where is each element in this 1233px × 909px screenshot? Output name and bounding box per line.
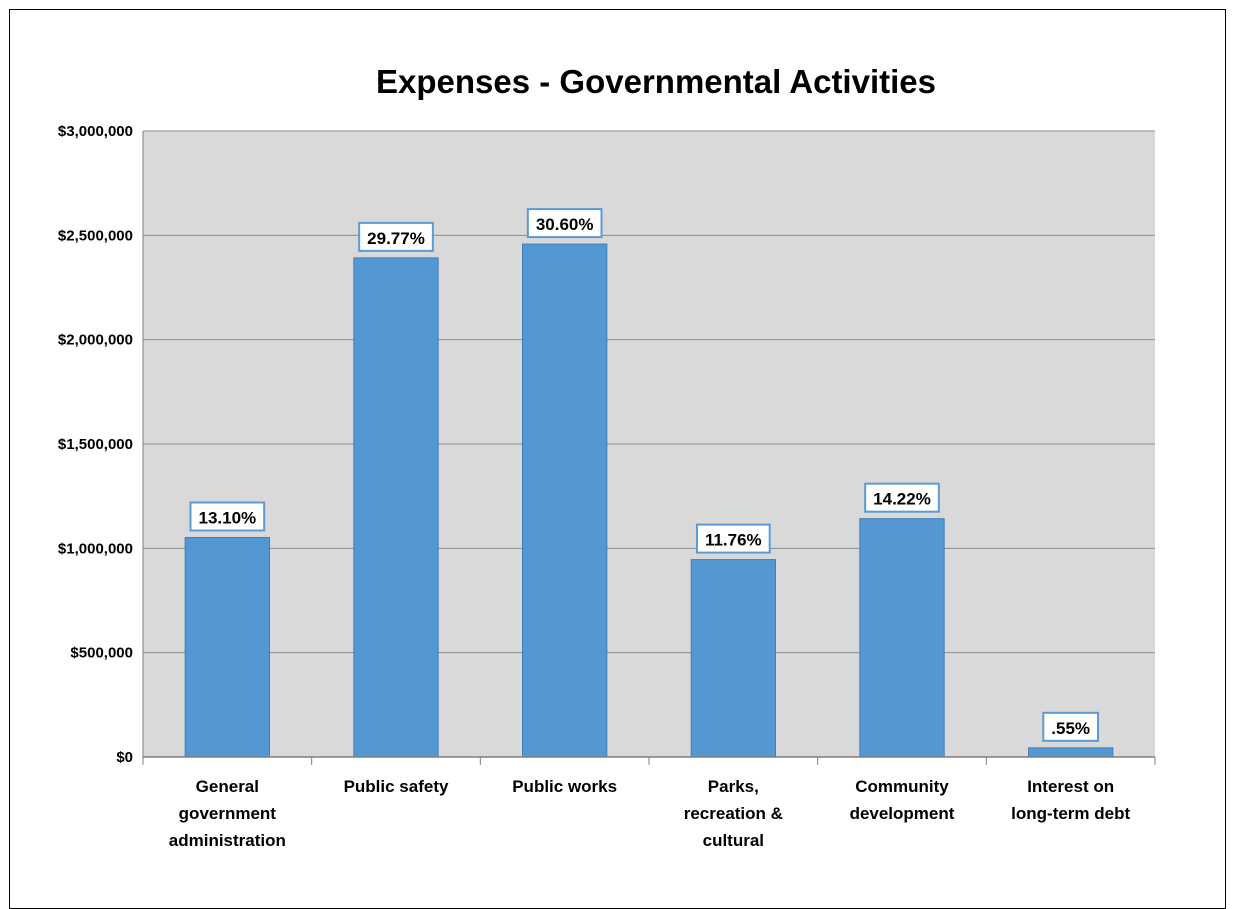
data-label: 29.77% [358, 221, 434, 252]
data-label-box [189, 501, 266, 532]
category-label: Community development [850, 777, 955, 823]
bar [522, 243, 608, 758]
data-label-box [864, 482, 940, 513]
data-label-box [526, 208, 603, 239]
category-label: Public works [512, 777, 617, 796]
category-label-line: recreation & [684, 804, 783, 823]
bar [690, 559, 777, 758]
category-label-line: cultural [703, 831, 764, 850]
data-label-text: 29.77% [367, 229, 425, 248]
bar [859, 518, 945, 758]
category-label: Interest on long-term debt [1011, 777, 1130, 823]
bar [184, 536, 271, 758]
bar [1028, 747, 1114, 758]
data-label: .55% [1042, 711, 1100, 742]
data-label-text: 14.22% [873, 490, 931, 509]
y-axis-ticks: $0 $500,000 $1,000,000 $1,500,000 $2,000,000… [58, 123, 133, 766]
data-label-box [695, 523, 771, 554]
category-label-line: Community [855, 777, 949, 796]
data-label-box [1042, 711, 1100, 742]
category-label-line: development [850, 804, 955, 823]
category-label-line: General [196, 777, 259, 796]
y-tick-label: $1,000,000 [58, 540, 133, 557]
gridlines [143, 130, 1155, 654]
bars [184, 243, 1114, 758]
category-labels: General government administration Public sa… [169, 777, 1131, 850]
x-axis [142, 131, 1156, 765]
y-tick-label: $1,500,000 [58, 436, 133, 453]
category-label: General government administration [169, 777, 286, 850]
category-label-line: Public safety [344, 777, 449, 796]
category-label-line: administration [169, 831, 286, 850]
y-tick-label: $500,000 [70, 645, 133, 662]
data-label: 11.76% [695, 523, 771, 554]
data-label: 14.22% [864, 482, 940, 513]
data-label: 30.60% [526, 208, 603, 239]
data-label-text: 13.10% [198, 508, 256, 527]
category-label-line: government [179, 804, 277, 823]
category-label-line: Public works [512, 777, 617, 796]
category-label-line: long-term debt [1011, 804, 1130, 823]
data-label-text: 30.60% [536, 215, 594, 234]
data-label: 13.10% [189, 501, 266, 532]
category-label-line: Parks, [708, 777, 759, 796]
y-tick-label: $2,500,000 [58, 227, 133, 244]
category-label-line: Interest on [1027, 777, 1114, 796]
data-labels: 13.10% 29.77% 30.60% 11.76% 14.22% .55% [189, 208, 1100, 742]
y-tick-label: $3,000,000 [58, 123, 133, 140]
data-label-text: 11.76% [705, 531, 762, 550]
y-tick-label: $2,000,000 [58, 332, 133, 349]
chart-title: Expenses - Governmental Activities [376, 63, 936, 100]
bar [353, 257, 439, 758]
category-label: Public safety [344, 777, 449, 796]
data-label-box [358, 221, 434, 252]
y-tick-label: $0 [116, 749, 133, 766]
category-label: Parks, recreation & cultural [684, 777, 783, 850]
data-label-text: .55% [1051, 719, 1090, 738]
